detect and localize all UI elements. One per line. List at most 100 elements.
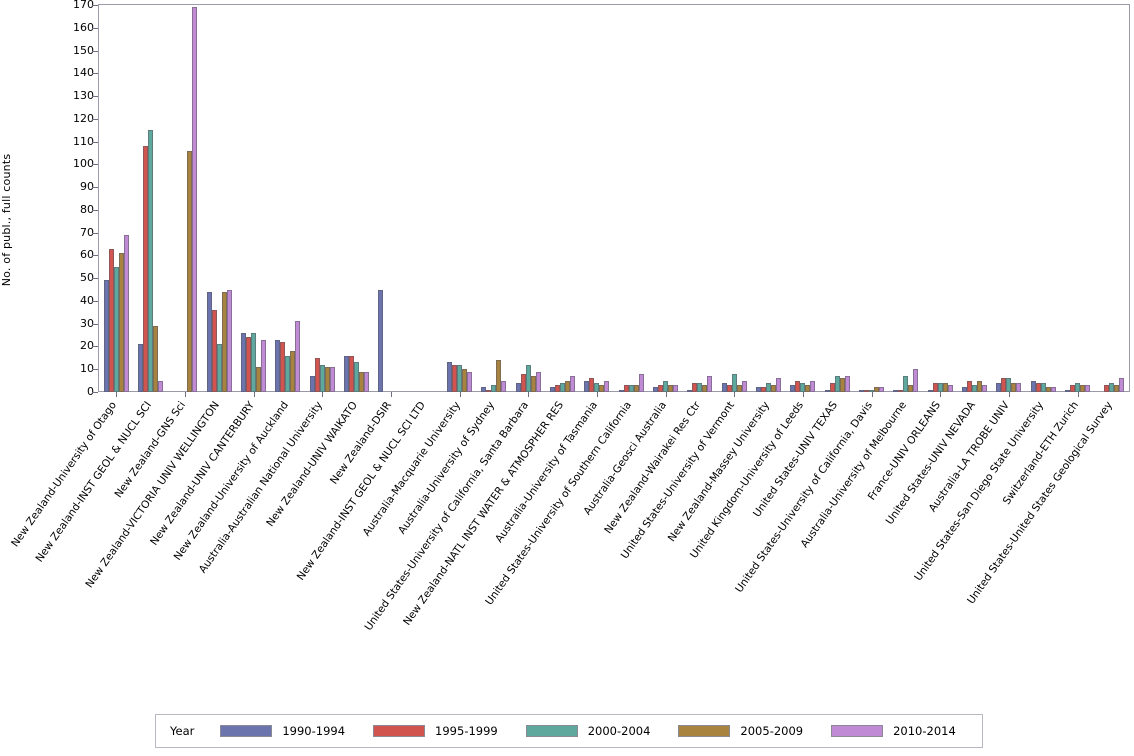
bar xyxy=(344,355,349,392)
legend-entry[interactable]: 1995-1999 xyxy=(373,724,498,738)
bar xyxy=(319,364,325,392)
bar xyxy=(462,369,467,392)
bar xyxy=(530,376,536,392)
bar xyxy=(1080,385,1085,392)
bar xyxy=(829,382,835,392)
bar xyxy=(967,380,972,392)
y-tick-mark xyxy=(92,300,98,302)
y-tick-mark xyxy=(92,118,98,120)
y-tick-label: 90 xyxy=(80,180,94,194)
bar xyxy=(241,332,246,392)
bar xyxy=(275,339,281,392)
legend-swatch xyxy=(525,725,578,737)
bar xyxy=(565,380,570,392)
bar xyxy=(280,341,286,392)
bar xyxy=(1040,382,1046,392)
y-tick-mark xyxy=(92,278,98,280)
bar xyxy=(653,387,658,392)
bar xyxy=(515,382,521,392)
bar xyxy=(589,378,595,392)
bar xyxy=(1016,382,1022,392)
bar xyxy=(491,385,497,392)
bar xyxy=(113,266,119,392)
bar xyxy=(103,280,109,392)
bar xyxy=(211,310,217,392)
bar xyxy=(148,130,153,392)
bar xyxy=(874,387,879,392)
bar xyxy=(663,380,668,392)
bar xyxy=(550,387,555,392)
bar xyxy=(118,253,124,392)
y-tick-mark xyxy=(92,96,98,98)
bar xyxy=(354,362,359,392)
bar xyxy=(584,380,590,392)
bar xyxy=(447,362,452,392)
bar xyxy=(982,385,987,392)
bar xyxy=(805,385,811,392)
bar-group xyxy=(1099,5,1125,392)
bar xyxy=(1045,387,1051,392)
bar xyxy=(295,321,301,392)
y-tick-label: 100 xyxy=(73,157,94,171)
y-tick-mark xyxy=(92,346,98,348)
legend-entry[interactable]: 2000-2004 xyxy=(525,724,650,738)
y-tick-label: 20 xyxy=(80,339,94,353)
legend-entry[interactable]: 2010-2014 xyxy=(831,724,956,738)
bar xyxy=(329,366,335,392)
legend: Year 1990-1994 1995-1999 2000-2004 2005-200… xyxy=(155,714,983,748)
x-tick-mark xyxy=(253,392,255,397)
bar xyxy=(364,371,369,392)
bar xyxy=(766,382,771,392)
x-axis-label: New Zealand-INST GEOL & NUCL SCI LTD xyxy=(294,399,429,583)
y-tick-label: 170 xyxy=(73,0,94,11)
bar xyxy=(869,389,874,392)
y-tick-label: 120 xyxy=(73,111,94,125)
y-tick-mark xyxy=(92,5,98,6)
bar-group xyxy=(584,5,610,392)
bar xyxy=(937,382,943,392)
legend-label: 2005-2009 xyxy=(740,724,804,738)
bar xyxy=(153,325,158,392)
bar xyxy=(864,389,869,392)
y-tick-label: 140 xyxy=(73,66,94,80)
bar-group xyxy=(962,5,987,392)
bar-group xyxy=(927,5,953,392)
bar xyxy=(520,373,526,392)
bar-group xyxy=(996,5,1022,392)
x-tick-mark xyxy=(184,392,186,397)
bar-group xyxy=(653,5,678,392)
bar xyxy=(756,387,761,392)
bar-group xyxy=(756,5,781,392)
bar xyxy=(226,289,232,392)
y-tick-mark xyxy=(92,209,98,211)
legend-entry[interactable]: 1990-1994 xyxy=(220,724,345,738)
bar xyxy=(927,389,933,392)
bar xyxy=(903,376,909,392)
legend-entry[interactable]: 2005-2009 xyxy=(678,724,803,738)
bar xyxy=(251,332,256,392)
x-tick-mark xyxy=(596,392,598,397)
bar-group xyxy=(206,5,232,392)
y-tick-label: 150 xyxy=(73,43,94,57)
y-tick-mark xyxy=(92,369,98,371)
y-tick-mark xyxy=(92,27,98,29)
bar-group xyxy=(687,5,713,392)
bar xyxy=(800,382,806,392)
bar xyxy=(702,385,708,392)
bar xyxy=(324,366,330,392)
bar xyxy=(314,357,320,392)
bar-group xyxy=(103,5,129,392)
bar-group xyxy=(241,5,266,392)
bar xyxy=(1104,385,1110,392)
bar xyxy=(1065,389,1070,392)
bar xyxy=(834,376,840,392)
bar xyxy=(942,382,948,392)
bar-group xyxy=(172,5,198,392)
bar xyxy=(859,389,864,392)
bar xyxy=(893,389,899,392)
bar xyxy=(913,369,919,392)
bar xyxy=(216,344,222,392)
y-tick-label: 110 xyxy=(73,134,94,148)
bar xyxy=(192,7,198,392)
bar xyxy=(481,387,487,392)
